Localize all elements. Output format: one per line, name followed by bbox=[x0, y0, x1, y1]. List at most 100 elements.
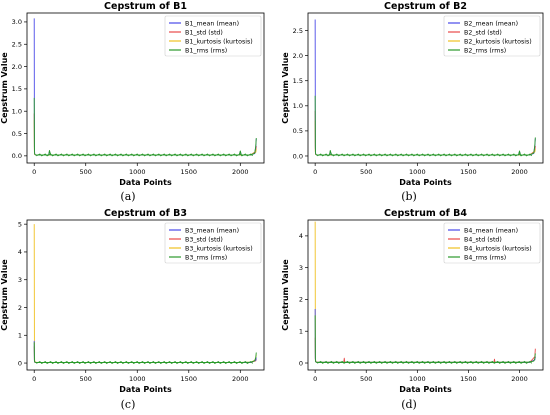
legend-label: B4_mean (mean) bbox=[464, 227, 518, 234]
x-tick-label: 1500 bbox=[181, 375, 198, 383]
legend-label: B3_std (std) bbox=[185, 236, 223, 243]
y-tick-label: 1.0 bbox=[12, 108, 22, 116]
y-axis-label: Cepstrum Value bbox=[281, 52, 290, 124]
x-tick-label: 2000 bbox=[511, 375, 528, 383]
legend-label: B1_kurtosis (kurtosis) bbox=[185, 38, 253, 45]
y-axis-label: Cepstrum Value bbox=[0, 52, 9, 124]
series-line bbox=[33, 113, 257, 156]
legend-label: B3_kurtosis (kurtosis) bbox=[185, 245, 253, 252]
legend-label: B2_rms (rms) bbox=[464, 47, 506, 54]
x-tick-label: 500 bbox=[80, 168, 92, 176]
panel-b3: Cepstrum of B3 0 500 1000 1500 2000 0 1 2 3 4 5 Data… bbox=[0, 207, 275, 415]
panel-b2: Cepstrum of B2 0 500 1000 1500 2000 0.0 0.5 1.0 1… bbox=[275, 0, 550, 207]
plot-frame bbox=[307, 219, 544, 371]
series-line bbox=[314, 120, 536, 156]
series-line bbox=[314, 315, 536, 363]
caption-a: (a) bbox=[120, 190, 136, 203]
series-line bbox=[314, 110, 536, 156]
legend-box bbox=[164, 222, 262, 264]
series-line bbox=[33, 97, 257, 156]
x-tick-label: 1500 bbox=[181, 168, 198, 176]
series-line bbox=[33, 346, 257, 363]
series-line bbox=[33, 342, 257, 363]
chart-title: Cepstrum of B2 bbox=[384, 1, 467, 12]
caption-d: (d) bbox=[401, 398, 417, 411]
y-axis-label: Cepstrum Value bbox=[281, 259, 290, 331]
chart-b1: Cepstrum of B1 0 500 1000 1500 2000 0.0 0.5 1.0 1… bbox=[0, 1, 265, 187]
y-tick-label: 0 bbox=[299, 359, 303, 367]
legend-label: B1_mean (mean) bbox=[185, 20, 239, 27]
y-tick-label: 3.0 bbox=[12, 18, 22, 26]
x-axis-label: Data Points bbox=[119, 385, 172, 394]
x-axis-label: Data Points bbox=[399, 178, 452, 187]
legend-label: B4_kurtosis (kurtosis) bbox=[464, 245, 532, 252]
y-tick-label: 2 bbox=[299, 296, 303, 304]
x-tick-label: 1500 bbox=[460, 375, 477, 383]
series-line bbox=[33, 120, 257, 156]
x-tick-label: 0 bbox=[313, 375, 317, 383]
series-line bbox=[314, 95, 536, 156]
y-tick-label: 3 bbox=[18, 276, 22, 284]
y-tick-label: 2.5 bbox=[12, 41, 22, 49]
y-tick-label: 3 bbox=[299, 264, 303, 272]
chart-title: Cepstrum of B1 bbox=[104, 1, 187, 12]
series-line bbox=[314, 337, 536, 363]
legend-box bbox=[443, 15, 541, 57]
x-tick-label: 1000 bbox=[409, 375, 426, 383]
legend-label: B3_rms (rms) bbox=[185, 254, 227, 261]
y-tick-label: 1 bbox=[299, 328, 303, 336]
plot-frame bbox=[26, 12, 265, 164]
x-tick-label: 2000 bbox=[232, 168, 249, 176]
x-tick-label: 500 bbox=[80, 375, 92, 383]
series-line bbox=[316, 360, 533, 364]
y-tick-label: 0.0 bbox=[293, 152, 303, 160]
legend-label: B1_std (std) bbox=[185, 29, 223, 36]
y-axis-label: Cepstrum Value bbox=[0, 259, 9, 331]
plot-frame bbox=[26, 219, 265, 371]
y-tick-label: 2.5 bbox=[293, 27, 303, 35]
x-tick-label: 0 bbox=[32, 375, 36, 383]
x-tick-label: 2000 bbox=[232, 375, 249, 383]
series-line bbox=[33, 340, 257, 363]
legend-label: B1_rms (rms) bbox=[185, 47, 227, 54]
x-tick-label: 500 bbox=[360, 168, 372, 176]
legend-label: B3_mean (mean) bbox=[185, 227, 239, 234]
y-tick-label: 4 bbox=[18, 248, 22, 256]
series-line bbox=[36, 361, 253, 364]
chart-b2: Cepstrum of B2 0 500 1000 1500 2000 0.0 0.5 1.0 1… bbox=[281, 1, 544, 187]
y-tick-label: 0.5 bbox=[12, 130, 22, 138]
legend-box bbox=[443, 222, 541, 264]
y-tick-label: 1.5 bbox=[12, 85, 22, 93]
x-tick-label: 0 bbox=[32, 168, 36, 176]
x-axis-label: Data Points bbox=[399, 385, 452, 394]
x-tick-label: 0 bbox=[313, 168, 317, 176]
caption-b: (b) bbox=[401, 190, 417, 203]
y-tick-label: 1.5 bbox=[293, 77, 303, 85]
x-axis-label: Data Points bbox=[119, 178, 172, 187]
legend-label: B2_mean (mean) bbox=[464, 20, 518, 27]
x-tick-label: 2000 bbox=[511, 168, 528, 176]
y-tick-label: 0.5 bbox=[293, 127, 303, 135]
x-tick-label: 500 bbox=[360, 375, 372, 383]
series-line bbox=[316, 153, 533, 157]
y-tick-label: 2.0 bbox=[293, 52, 303, 60]
y-tick-label: 1.0 bbox=[293, 102, 303, 110]
y-tick-label: 4 bbox=[299, 232, 303, 240]
chart-b3: Cepstrum of B3 0 500 1000 1500 2000 0 1 2 3 4 5 Data… bbox=[0, 208, 265, 394]
series-line bbox=[36, 153, 253, 157]
y-tick-label: 2 bbox=[18, 304, 22, 312]
x-tick-label: 1000 bbox=[129, 168, 146, 176]
caption-c: (c) bbox=[120, 398, 136, 411]
x-tick-label: 1000 bbox=[129, 375, 146, 383]
y-tick-label: 5 bbox=[18, 220, 22, 228]
panel-b1: Cepstrum of B1 0 500 1000 1500 2000 0.0 0.5 1.0 1… bbox=[0, 0, 275, 207]
x-tick-label: 1000 bbox=[409, 168, 426, 176]
y-tick-label: 0 bbox=[18, 359, 22, 367]
panel-b4: Cepstrum of B4 0 500 1000 1500 2000 0 1 2 3 4 Data … bbox=[275, 207, 550, 415]
y-tick-label: 1 bbox=[18, 332, 22, 340]
legend-label: B4_rms (rms) bbox=[464, 254, 506, 261]
series-line bbox=[314, 308, 536, 363]
y-tick-label: 2.0 bbox=[12, 63, 22, 71]
chart-b4: Cepstrum of B4 0 500 1000 1500 2000 0 1 2 3 4 Data … bbox=[281, 208, 544, 394]
plot-frame bbox=[307, 12, 544, 164]
